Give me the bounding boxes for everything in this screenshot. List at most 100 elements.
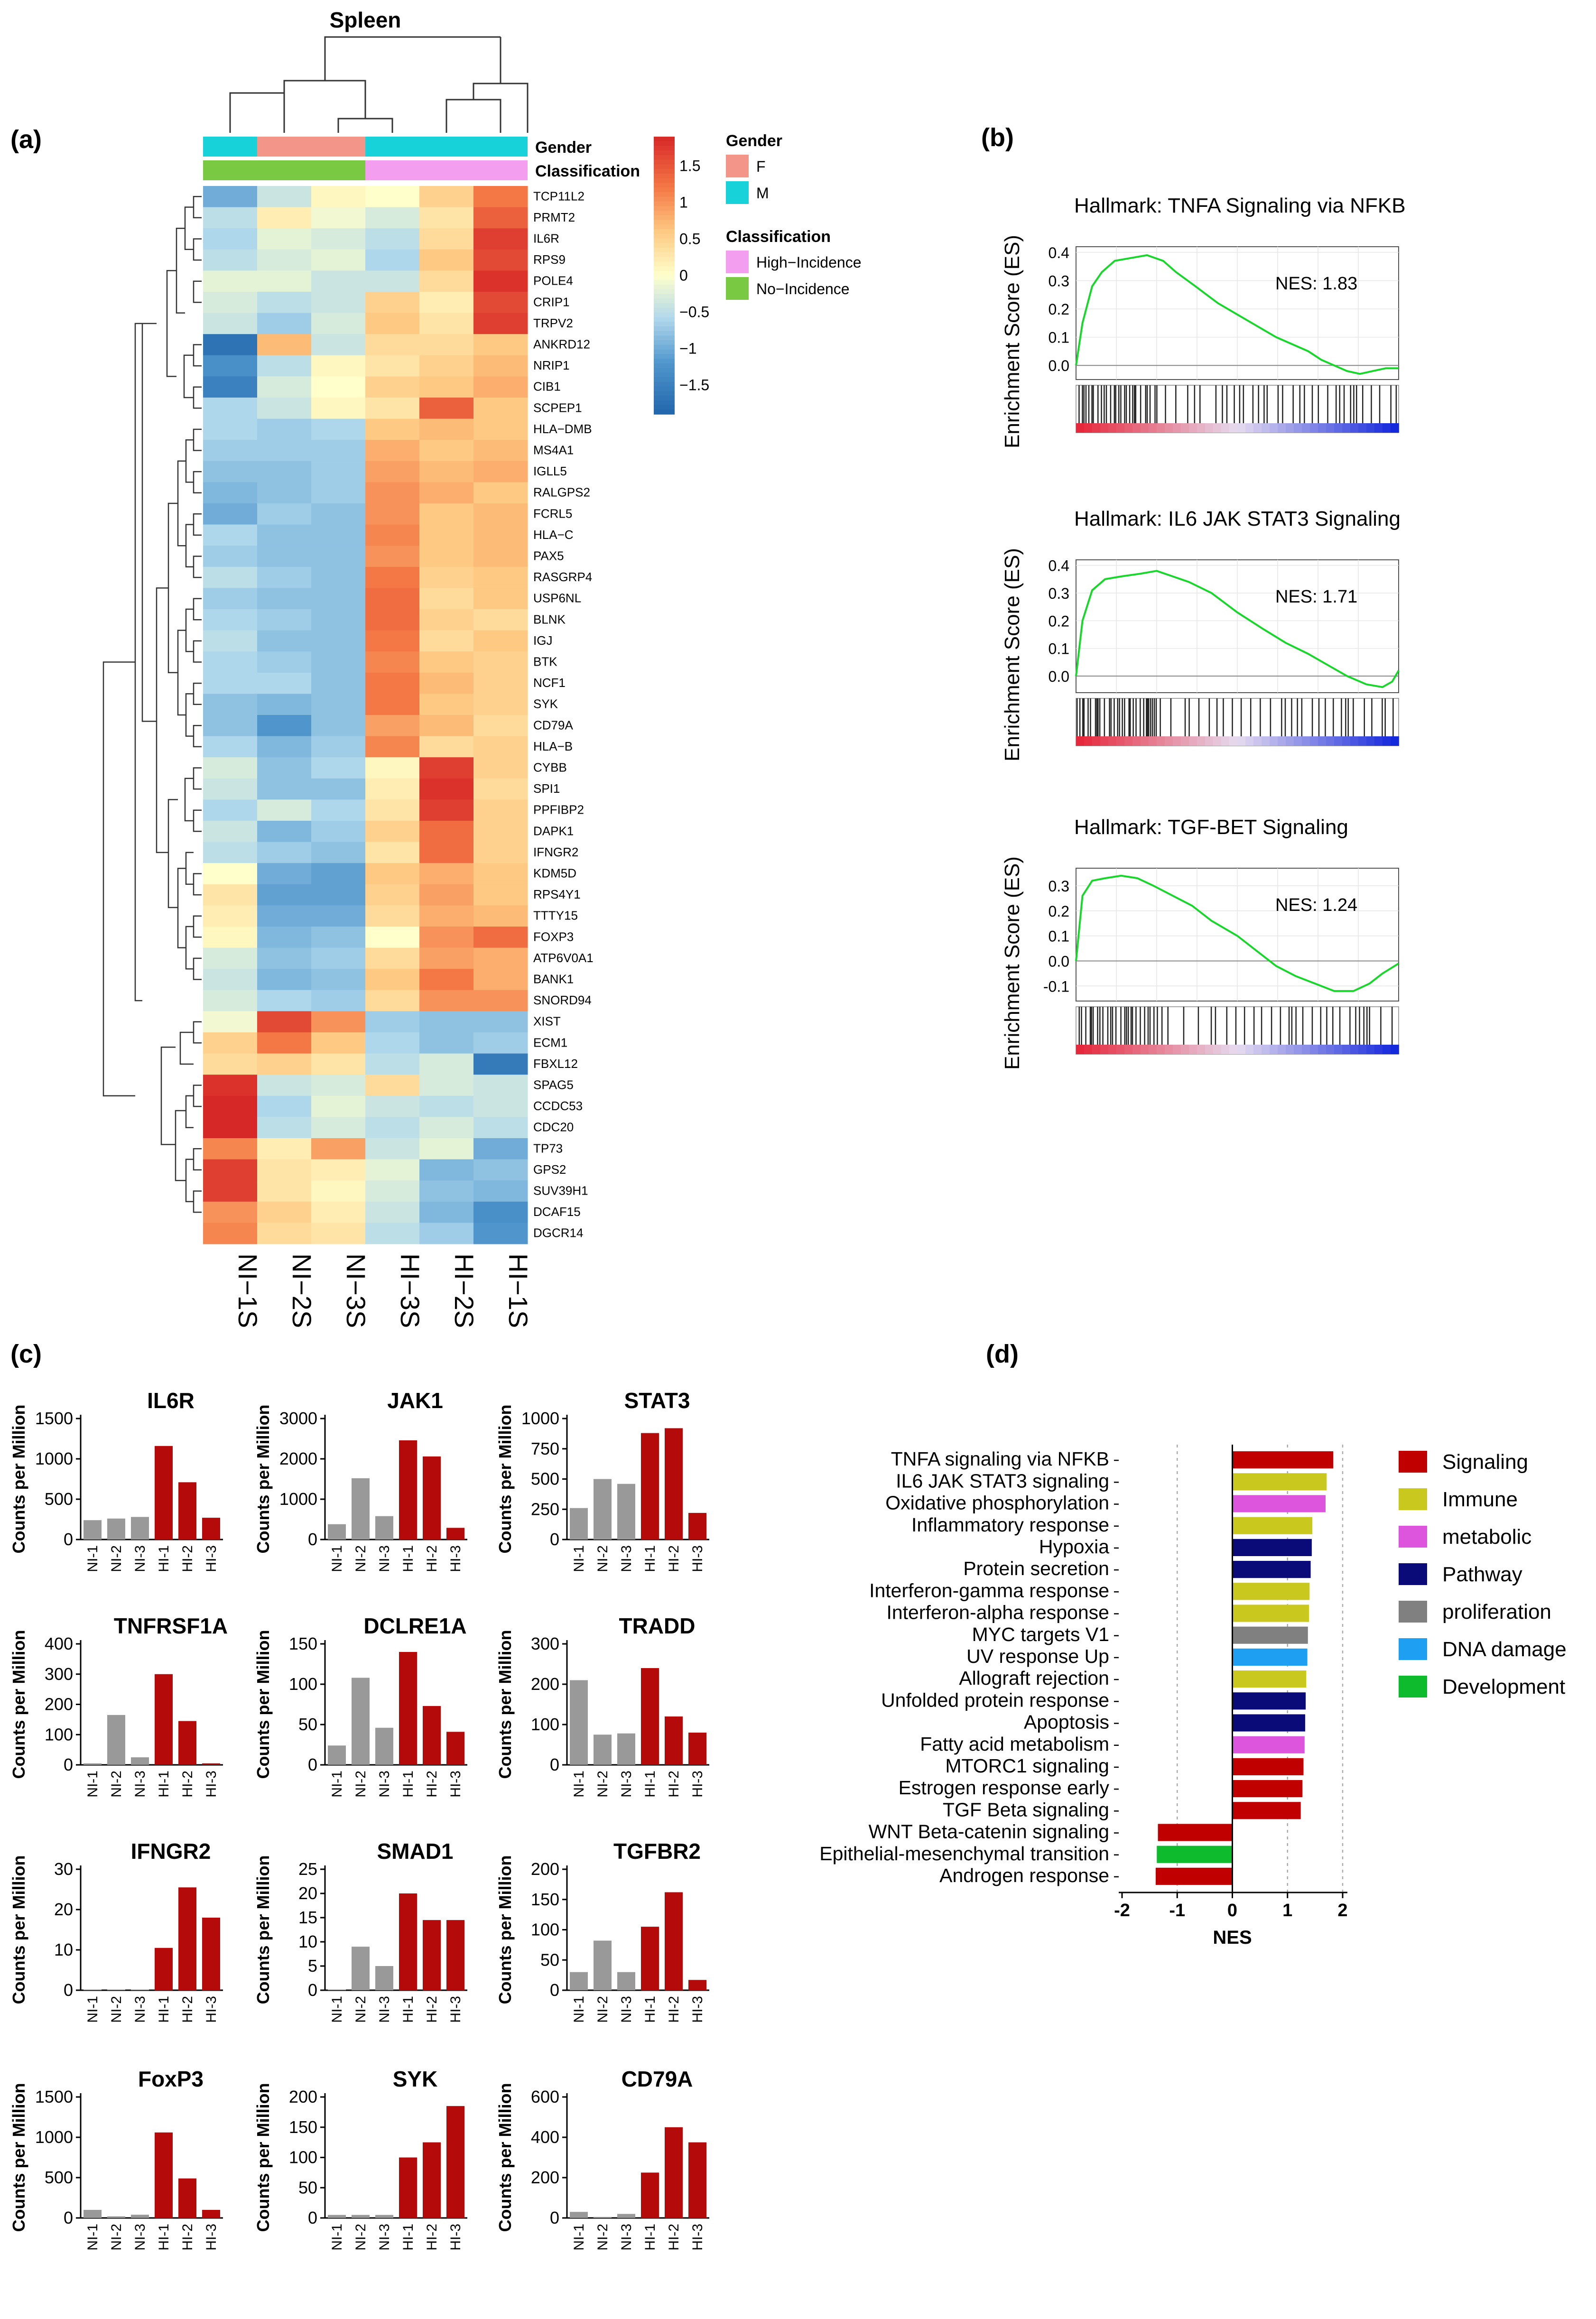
heatmap-cell — [311, 715, 366, 737]
legend-swatch — [726, 277, 749, 300]
heatmap-cell — [473, 1138, 528, 1160]
count-bar — [641, 1668, 659, 1765]
legend-swatch — [1399, 1451, 1427, 1473]
y-axis-label: Counts per Million — [495, 2083, 515, 2232]
x-tick-label: NI-1 — [85, 1771, 101, 1798]
heatmap-cell — [365, 609, 420, 631]
heatmap-cell — [311, 990, 366, 1011]
heatmap-cell — [473, 292, 528, 314]
rank-gradient — [1262, 736, 1270, 746]
heatmap-cell — [257, 461, 312, 482]
x-tick-label: NI-3 — [132, 1771, 148, 1798]
heatmap-cell — [419, 270, 474, 292]
y-tick-label: 20 — [54, 1900, 73, 1919]
heatmap-cell — [473, 778, 528, 800]
colorbar-segment — [654, 206, 675, 211]
colorbar-segment — [654, 270, 675, 276]
rank-gradient — [1157, 1045, 1165, 1054]
heatmap-cell — [203, 1011, 258, 1033]
colorbar-segment — [654, 137, 675, 142]
y-tick-label: 0 — [64, 1530, 73, 1549]
x-tick-label: HI-3 — [448, 1996, 464, 2023]
heatmap-cell — [365, 249, 420, 271]
y-tick-label: 1500 — [35, 2087, 73, 2106]
heatmap-cell — [257, 1011, 312, 1033]
colorbar-segment — [654, 289, 675, 295]
y-axis-label: Enrichment Score (ES) — [1001, 548, 1024, 761]
x-tick-label: HI-2 — [666, 1771, 682, 1798]
heatmap-cell — [419, 863, 474, 885]
y-tick-label: 1000 — [35, 1449, 73, 1468]
heatmap-cell — [419, 566, 474, 588]
count-bar — [446, 2106, 464, 2218]
heatmap-cell — [257, 524, 312, 546]
rank-gradient — [1132, 423, 1141, 433]
heatmap-cell — [311, 1075, 366, 1096]
heatmap-cell — [203, 1201, 258, 1223]
rank-gradient — [1100, 423, 1109, 433]
heatmap-cell — [311, 249, 366, 271]
heatmap-cell — [419, 884, 474, 906]
gene-label: CDC20 — [533, 1120, 574, 1134]
heatmap-cell — [473, 905, 528, 927]
x-tick-label: HI-2 — [180, 1545, 195, 1572]
rank-gradient — [1310, 423, 1318, 433]
rank-gradient — [1302, 1045, 1310, 1054]
heatmap-cell — [203, 1117, 258, 1139]
pathway-label: Hypoxia — [1039, 1536, 1109, 1558]
rank-gradient — [1366, 1045, 1375, 1054]
heatmap-cell — [257, 990, 312, 1011]
x-axis-label: NES — [1213, 1927, 1252, 1948]
count-bar — [178, 1887, 196, 1990]
heatmap-cell — [419, 1075, 474, 1096]
heatmap-cell — [419, 1032, 474, 1054]
rank-gradient — [1165, 423, 1173, 433]
y-axis-label: Counts per Million — [253, 1630, 273, 1779]
count-bar — [423, 2142, 441, 2218]
y-tick-label: 200 — [289, 2087, 317, 2106]
y-tick-label: 400 — [45, 1634, 73, 1653]
heatmap-cell — [203, 736, 258, 758]
heatmap-cell — [257, 376, 312, 398]
heatmap-cell — [203, 440, 258, 462]
y-tick-label: 0.2 — [1049, 301, 1069, 318]
x-tick-label: HI-3 — [448, 1771, 464, 1798]
heatmap-cell — [257, 1223, 312, 1244]
count-bar — [617, 1972, 635, 1990]
colorbar-segment — [654, 141, 675, 147]
colorbar-segment — [654, 201, 675, 207]
heatmap-cell — [311, 842, 366, 863]
heatmap-cell — [257, 736, 312, 758]
column-dendrogram — [229, 36, 529, 133]
heatmap-cell — [365, 1075, 420, 1096]
rank-gradient — [1092, 1045, 1101, 1054]
rank-gradient — [1383, 736, 1391, 746]
colorbar-segment — [654, 303, 675, 308]
rank-gradient — [1229, 423, 1238, 433]
rank-gradient — [1149, 736, 1157, 746]
heatmap-cell — [203, 757, 258, 779]
count-bar — [617, 1733, 635, 1765]
legend-class-label: No−Incidence — [756, 280, 850, 297]
y-tick-label: 50 — [298, 1715, 317, 1734]
heatmap-cell — [365, 1180, 420, 1202]
colorbar-segment — [654, 252, 675, 258]
legend-label: Pathway — [1442, 1563, 1522, 1586]
heatmap-cell — [257, 313, 312, 334]
colorbar-segment — [654, 363, 675, 369]
gene-title: IFNGR2 — [131, 1839, 211, 1864]
panel-label-d: (d) — [986, 1340, 1019, 1368]
x-tick-label: NI-2 — [595, 1996, 611, 2023]
rank-gradient — [1165, 736, 1173, 746]
y-tick-label: 20 — [298, 1883, 317, 1903]
heatmap-cell — [203, 207, 258, 229]
heatmap-cell — [419, 1053, 474, 1075]
heatmap-cell — [473, 990, 528, 1011]
heatmap-cell — [311, 1032, 366, 1054]
column-label: HI−1S — [503, 1253, 533, 1328]
heatmap-cell — [203, 1159, 258, 1181]
colorbar-segment — [654, 400, 675, 406]
colorbar-segment — [654, 405, 675, 410]
legend-gender-label: F — [756, 158, 766, 175]
heatmap-cell — [419, 1180, 474, 1202]
